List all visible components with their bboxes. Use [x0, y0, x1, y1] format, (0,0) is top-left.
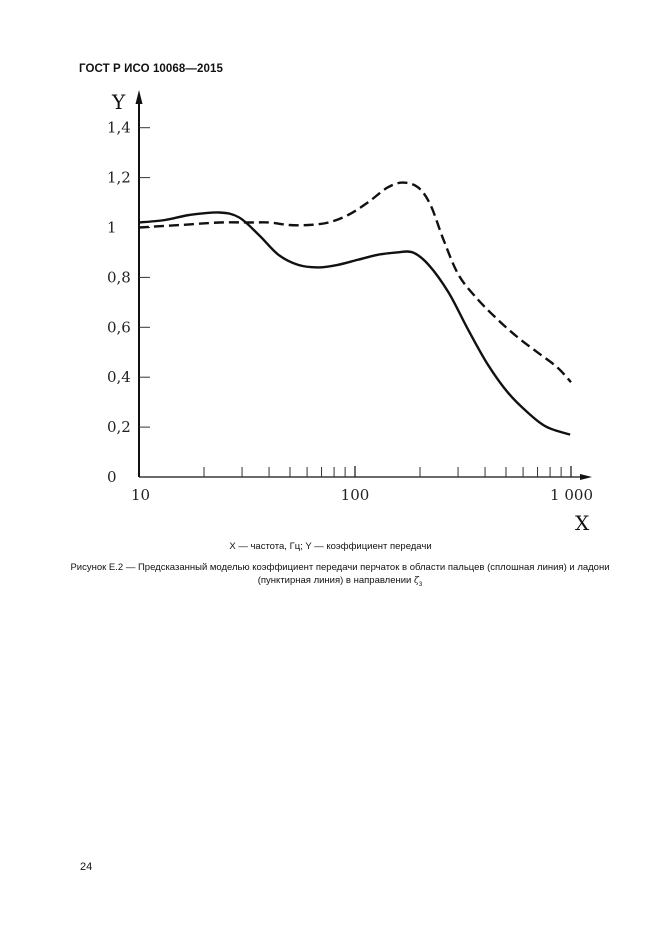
chart-curves: [138, 181, 572, 436]
transmissibility-chart: 0 0,2 0,4 0,6 0,8 1 1,2 1,4 10 100 1 000 Y X: [107, 90, 593, 535]
fingers-solid-curve: [138, 211, 571, 436]
x-tick-label: 10: [131, 486, 150, 504]
page-number: 24: [80, 861, 93, 873]
y-tick-label: 0,4: [107, 368, 131, 386]
y-axis-label: Y: [111, 90, 126, 114]
document-header: ГОСТ Р ИСО 10068—2015: [79, 63, 224, 75]
palm-dashed-curve: [138, 181, 572, 384]
y-axis-arrow-icon: [135, 90, 143, 104]
axis-legend: X — частота, Гц; Y — коэффициент передач…: [229, 541, 432, 552]
chart-tick-labels: 0 0,2 0,4 0,6 0,8 1 1,2 1,4 10 100 1 000 Y X: [107, 90, 593, 535]
y-tick-label: 1,2: [107, 169, 131, 187]
y-tick-label: 0: [107, 468, 117, 486]
zeta-symbol: ζ: [414, 576, 419, 586]
chart-ticks: [139, 127, 572, 477]
caption-text: Рисунок Е.2 — Предсказанный моделью коэф…: [70, 562, 610, 586]
y-tick-label: 0,6: [107, 318, 131, 336]
x-axis-arrow-icon: [580, 474, 592, 480]
zeta-subscript: 3: [418, 581, 423, 588]
figure-caption: Рисунок Е.2 — Предсказанный моделью коэф…: [60, 561, 620, 592]
chart-axes: [135, 90, 592, 480]
x-tick-label: 100: [341, 486, 370, 504]
y-tick-label: 0,8: [107, 268, 131, 286]
y-tick-label: 0,2: [107, 418, 131, 436]
x-axis-label: X: [575, 511, 590, 535]
y-tick-label: 1,4: [107, 119, 131, 137]
x-tick-label: 1 000: [550, 486, 593, 504]
y-tick-label: 1: [107, 219, 117, 237]
